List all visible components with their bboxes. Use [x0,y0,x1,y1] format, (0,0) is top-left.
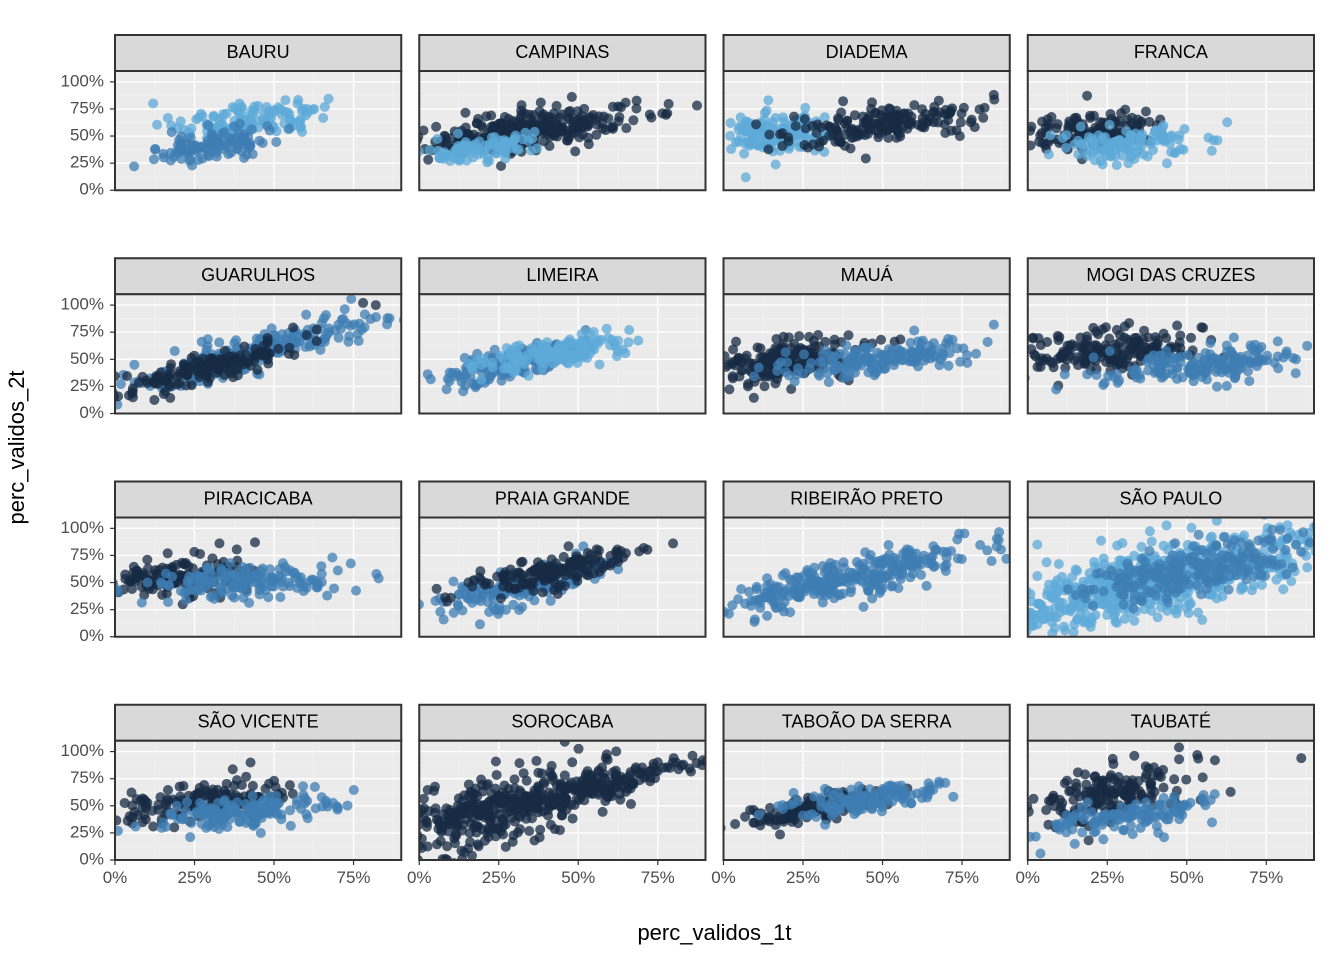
y-tick-label: 25% [70,153,104,172]
x-tick-label: 50% [561,868,595,887]
y-tick-label: 75% [70,545,104,564]
facet-panel: TABOÃO DA SERRA 0% 25% 50% 75% [711,705,1010,887]
facet-panel: FRANCA [1014,35,1314,190]
facet-strip-label: FRANCA [1134,42,1208,62]
y-tick-label: 25% [70,599,104,618]
y-tick-label: 50% [70,572,104,591]
x-tick-label: 25% [786,868,820,887]
y-tick-label: 0% [79,180,104,199]
y-tick-label: 25% [70,822,104,841]
y-tick-label: 75% [70,322,104,341]
x-tick-label: 75% [945,868,979,887]
facet-strip-label: SOROCABA [511,712,613,732]
y-tick-label: 100% [61,295,104,314]
y-tick-label: 50% [70,126,104,145]
facet-panel: MAUÁ [705,258,1010,413]
facet-panel: LIMEIRA [419,258,705,413]
facet-panel: CAMPINAS [403,35,706,190]
x-tick-label: 25% [1090,868,1124,887]
facet-strip-label: BAURU [227,42,290,62]
facet-strip-label: RIBEIRÃO PRETO [790,487,943,508]
facet-strip-label: TABOÃO DA SERRA [782,711,952,732]
facet-strip-label: MAUÁ [841,265,893,285]
facet-strip-label: CAMPINAS [515,42,609,62]
y-tick-label: 0% [79,403,104,422]
facet-strip-label: GUARULHOS [201,265,315,285]
facet-panel: GUARULHOS 0% 25% 50% 75% 100% [61,258,413,422]
y-tick-label: 0% [79,626,104,645]
facet-strip-label: SÃO VICENTE [198,711,319,732]
facet-panel: BAURU 0% 25% 50% 75% 100% [61,35,402,199]
x-tick-label: 75% [1249,868,1283,887]
facet-panel: TAUBATÉ 0% 25% 50% 75% [1008,705,1314,887]
facet-strip-label: PIRACICABA [204,488,313,508]
x-tick-label: 50% [1170,868,1204,887]
chart-svg: perc_validos_2t perc_validos_1t BAURU 0% 25%… [0,0,1344,960]
y-tick-label: 25% [70,376,104,395]
facet-strip-label: DIADEMA [826,42,908,62]
x-tick-label: 0% [1015,868,1040,887]
facet-panel: RIBEIRÃO PRETO [706,482,1011,637]
y-tick-label: 100% [61,741,104,760]
y-tick-label: 100% [61,518,104,537]
facet-strip-label: LIMEIRA [526,265,598,285]
x-tick-label: 75% [337,868,371,887]
y-tick-label: 50% [70,795,104,814]
facet-strip-label: TAUBATÉ [1131,712,1211,732]
facet-panel: PRAIA GRANDE [414,482,706,637]
facet-panel: SÃO VICENTE 0% 25% 50% 75% 0% 25% 50% 75% 100% [61,705,402,887]
x-tick-label: 25% [482,868,516,887]
x-tick-label: 50% [257,868,291,887]
x-tick-label: 75% [641,868,675,887]
y-tick-label: 100% [61,71,104,90]
x-axis-title: perc_validos_1t [637,920,791,945]
facet-panel: SÃO PAULO [1008,482,1334,646]
y-tick-label: 75% [70,768,104,787]
x-tick-label: 25% [177,868,211,887]
facet-strip-label: PRAIA GRANDE [495,488,630,508]
y-axis-title: perc_validos_2t [4,370,29,524]
x-tick-label: 0% [103,868,128,887]
facet-panel: DIADEMA [724,35,1030,190]
x-tick-label: 50% [866,868,900,887]
y-tick-label: 75% [70,98,104,117]
facet-strip-label: SÃO PAULO [1120,487,1223,508]
facet-panel: MOGI DAS CRUZES [1008,258,1333,413]
y-tick-label: 50% [70,349,104,368]
facet-grid-chart: perc_validos_2t perc_validos_1t BAURU 0% 25%… [0,0,1344,960]
facet-panel: SOROCABA 0% 25% 50% 75% [399,705,715,887]
facet-panel: PIRACICABA 0% 25% 50% 75% 100% [61,482,402,646]
y-tick-label: 0% [79,849,104,868]
x-tick-label: 0% [407,868,432,887]
facet-strip-label: MOGI DAS CRUZES [1086,265,1255,285]
x-tick-label: 0% [711,868,736,887]
